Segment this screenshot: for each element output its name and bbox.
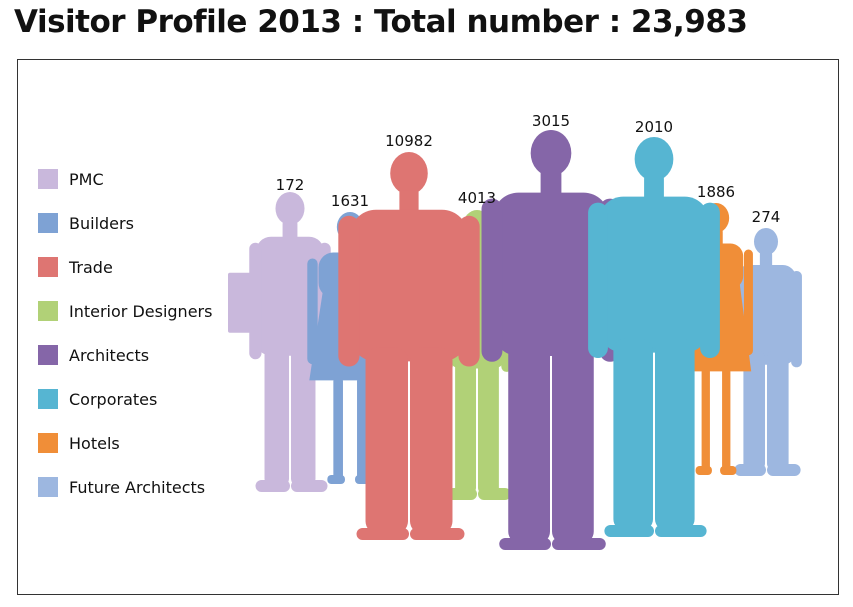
legend-swatch [38, 257, 58, 277]
legend-item: Builders [38, 212, 134, 234]
value-label: 172 [276, 176, 305, 194]
legend-label: Builders [69, 213, 134, 233]
legend-label: PMC [69, 169, 104, 189]
legend-swatch [38, 389, 58, 409]
value-label: 4013 [458, 189, 496, 207]
chart-frame [17, 59, 839, 595]
legend-item: Architects [38, 344, 149, 366]
legend-swatch [38, 169, 58, 189]
legend-label: Future Architects [69, 477, 206, 497]
value-label: 10982 [385, 132, 433, 150]
legend-item: Hotels [38, 432, 120, 454]
legend-label: Corporates [69, 389, 158, 409]
legend-swatch [38, 301, 58, 321]
legend-swatch [38, 213, 58, 233]
legend-item: PMC [38, 168, 104, 190]
legend-item: Corporates [38, 388, 157, 410]
value-label: 274 [752, 208, 781, 226]
value-label: 1631 [331, 192, 369, 210]
visitor-figure [588, 137, 720, 537]
legend-item: Trade [38, 256, 113, 278]
legend-label: Trade [69, 257, 113, 277]
legend-label: Hotels [69, 433, 120, 453]
legend-label: Interior Designers [69, 301, 213, 321]
legend-item: Future Architects [38, 476, 205, 498]
legend-item: Interior Designers [38, 300, 212, 322]
legend-label: Architects [69, 345, 150, 365]
legend-swatch [38, 345, 58, 365]
chart-title: Visitor Profile 2013 : Total number : 23… [14, 4, 748, 40]
legend-swatch [38, 477, 58, 497]
value-label: 3015 [532, 112, 570, 130]
legend-swatch [38, 433, 58, 453]
value-label: 2010 [635, 118, 673, 136]
visitor-figure [338, 152, 480, 540]
value-label: 1886 [697, 183, 735, 201]
